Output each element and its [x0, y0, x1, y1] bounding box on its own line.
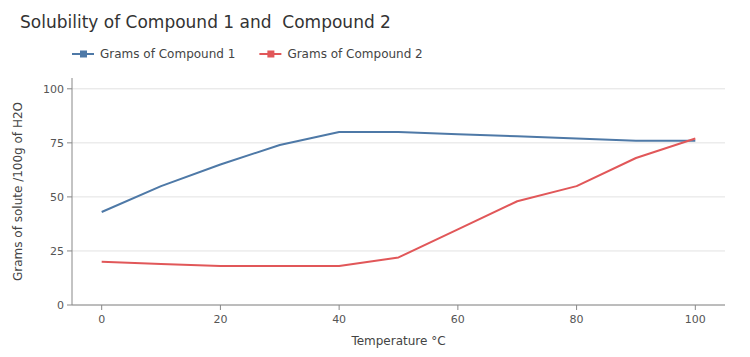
x-axis-line	[72, 305, 725, 306]
y-tick	[67, 196, 72, 197]
grid-line	[72, 142, 725, 143]
grid-line	[72, 250, 725, 251]
y-axis-label: Grams of solute /100g of H2O	[11, 102, 25, 281]
legend-label: Grams of Compound 1	[100, 47, 235, 61]
y-tick-label: 0	[57, 299, 64, 312]
grid-line	[72, 196, 725, 197]
x-tick	[576, 305, 577, 310]
x-tick	[695, 305, 696, 310]
x-tick-label: 0	[98, 313, 105, 326]
y-tick-label: 50	[50, 191, 64, 204]
x-axis-label: Temperature °C	[350, 334, 445, 348]
legend-label: Grams of Compound 2	[287, 47, 422, 61]
x-tick	[220, 305, 221, 310]
y-tick	[67, 305, 72, 306]
chart: Solubility of Compound 1 and Compound 2 G…	[0, 0, 750, 357]
y-tick	[67, 88, 72, 89]
legend-marker	[267, 51, 274, 58]
y-tick-label: 25	[50, 245, 64, 258]
series-group	[102, 132, 696, 266]
grid	[72, 89, 725, 305]
x-tick-label: 80	[570, 313, 584, 326]
x-tick-label: 60	[451, 313, 465, 326]
legend-marker	[80, 51, 87, 58]
grid-line	[72, 305, 725, 306]
y-tick-label: 75	[50, 137, 64, 150]
x-tick	[339, 305, 340, 310]
legend: Grams of Compound 1 Grams of Compound 2	[72, 47, 423, 61]
title: Solubility of Compound 1 and Compound 2	[20, 12, 391, 32]
x-tick-label: 40	[332, 313, 346, 326]
x-tick-label: 100	[685, 313, 706, 326]
x-tick	[457, 305, 458, 310]
x-tick	[101, 305, 102, 310]
y-tick-label: 100	[43, 83, 64, 96]
y-axis-line	[72, 78, 73, 305]
y-tick	[67, 142, 72, 143]
series-line	[102, 139, 696, 267]
y-tick	[67, 250, 72, 251]
grid-line	[72, 88, 725, 89]
x-tick-label: 20	[213, 313, 227, 326]
